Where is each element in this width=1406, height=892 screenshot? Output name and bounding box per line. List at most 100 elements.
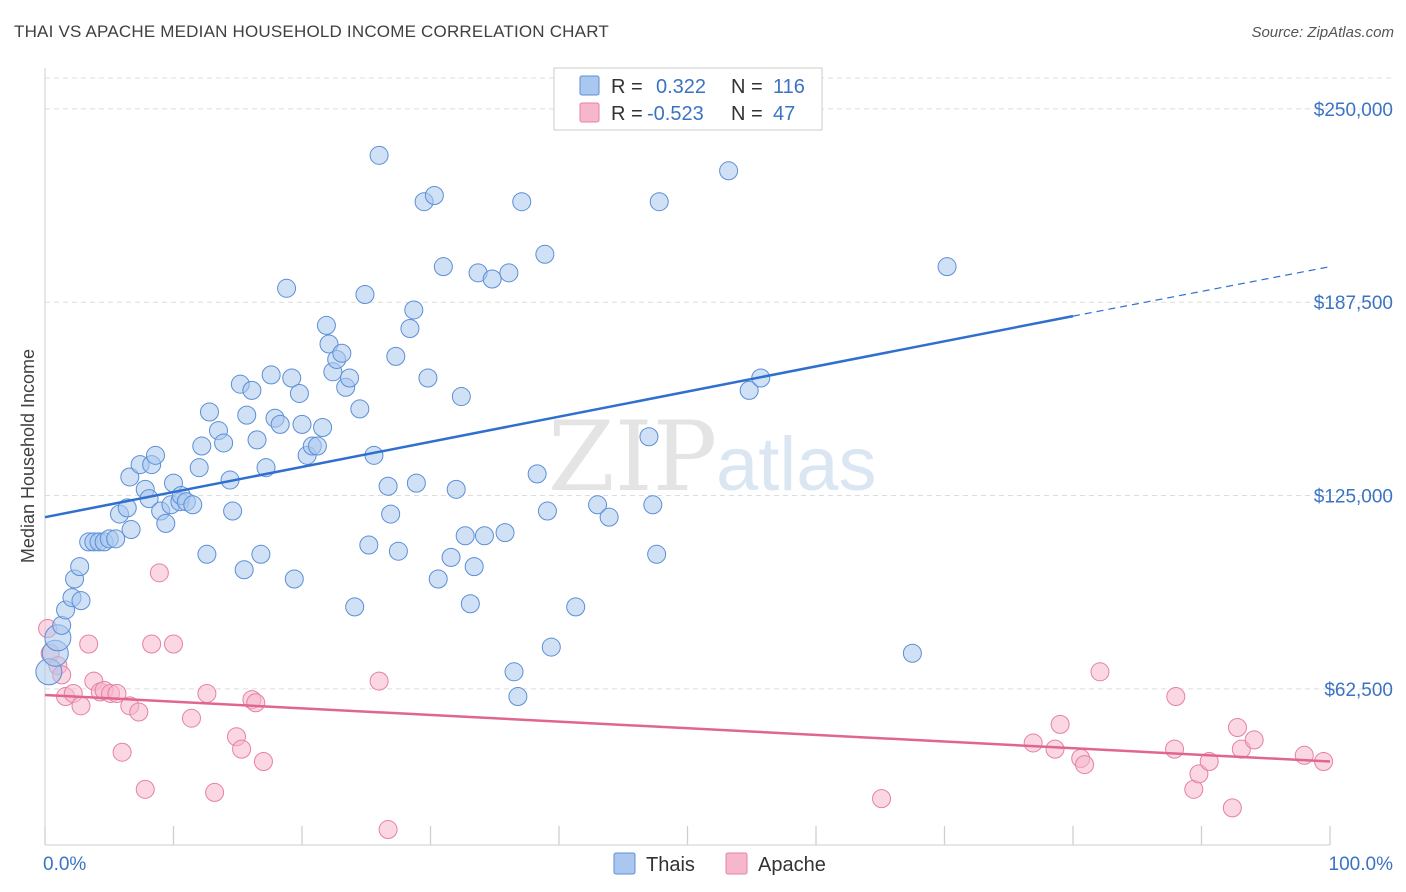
apache-point xyxy=(1075,755,1095,775)
thais-point xyxy=(120,467,140,487)
x-tick-end: 100.0% xyxy=(1329,854,1394,875)
thais-point xyxy=(451,387,471,407)
thais-point xyxy=(535,244,555,264)
thais-point xyxy=(192,436,212,456)
stats-legend-thais-swatch xyxy=(579,75,600,96)
apache-point xyxy=(253,751,273,771)
thais-point xyxy=(424,186,444,206)
thais-trend-line xyxy=(44,314,1074,519)
thais-point xyxy=(739,380,759,400)
thais-point xyxy=(270,414,290,434)
thais-point xyxy=(406,473,426,493)
thais-point xyxy=(643,495,663,515)
thais-point xyxy=(247,430,267,450)
apache-point xyxy=(1023,733,1043,753)
stats-n-value-apache: 47 xyxy=(773,103,795,125)
watermark-atlas: atlas xyxy=(716,422,877,507)
stats-r-value-thais: 0.322 xyxy=(656,76,706,98)
thais-points xyxy=(35,145,957,707)
watermark-zip: ZIP xyxy=(548,401,717,513)
apache-point xyxy=(142,634,162,654)
thais-point xyxy=(316,315,336,335)
apache-point xyxy=(79,634,99,654)
thais-point xyxy=(464,557,484,577)
thais-point xyxy=(400,319,420,339)
apache-point xyxy=(135,779,155,799)
thais-point xyxy=(292,414,312,434)
thais-point xyxy=(237,405,257,425)
stats-r-value-apache: -0.523 xyxy=(647,103,704,125)
thais-point xyxy=(313,417,333,437)
thais-point xyxy=(504,662,524,682)
thais-point xyxy=(381,504,401,524)
apache-point xyxy=(1166,687,1186,707)
thais-point xyxy=(284,569,304,589)
thais-point xyxy=(242,380,262,400)
thais-point xyxy=(332,343,352,363)
legend-thais-label: Thais xyxy=(646,854,695,876)
thais-point xyxy=(386,346,406,366)
stats-r-label-thais: R = xyxy=(611,76,643,98)
thais-point xyxy=(512,192,532,212)
thais-point xyxy=(495,523,515,543)
apache-point xyxy=(246,693,266,713)
y-tick-label: $250,000 xyxy=(1314,100,1393,121)
apache-point xyxy=(1222,798,1242,818)
apache-point xyxy=(205,782,225,802)
thais-point xyxy=(902,643,922,663)
thais-point xyxy=(541,637,561,657)
y-tick-label: $187,500 xyxy=(1314,293,1393,314)
thais-point xyxy=(378,476,398,496)
thais-point xyxy=(70,557,90,577)
thais-point xyxy=(719,161,739,181)
y-tick-label: $62,500 xyxy=(1324,680,1393,701)
legend-apache-swatch xyxy=(725,852,748,875)
trend-lines xyxy=(44,266,1331,763)
chart-title: THAI VS APACHE MEDIAN HOUSEHOLD INCOME C… xyxy=(14,22,609,41)
thais-point xyxy=(189,458,209,478)
thais-point xyxy=(428,569,448,589)
thais-point xyxy=(121,520,141,540)
apache-point xyxy=(112,742,132,762)
legend-apache-label: Apache xyxy=(758,854,826,876)
axes xyxy=(44,68,1331,846)
thais-point xyxy=(197,544,217,564)
thais-point xyxy=(355,284,375,304)
thais-point xyxy=(340,368,360,388)
apache-point xyxy=(71,696,91,716)
thais-point xyxy=(345,597,365,617)
thais-point xyxy=(474,526,494,546)
thais-point xyxy=(289,383,309,403)
thais-point xyxy=(251,544,271,564)
thais-point xyxy=(566,597,586,617)
thais-point xyxy=(441,547,461,567)
apache-point xyxy=(164,634,183,654)
apache-point xyxy=(872,789,892,809)
thais-point xyxy=(639,427,659,447)
thais-point xyxy=(146,445,166,465)
thais-point xyxy=(455,526,475,546)
apache-point xyxy=(1227,717,1247,737)
apache-point xyxy=(1050,714,1070,734)
apache-point xyxy=(378,820,398,840)
apache-point xyxy=(1244,730,1264,750)
apache-point xyxy=(129,702,149,722)
apache-trend-line xyxy=(44,693,1331,763)
apache-point xyxy=(1165,739,1185,759)
apache-point xyxy=(197,683,217,703)
thais-point xyxy=(282,368,302,388)
stats-n-label-thais: N = xyxy=(731,76,763,98)
apache-point xyxy=(1199,751,1219,771)
y-axis-label: Median Household Income xyxy=(18,349,38,563)
stats-legend-apache-swatch xyxy=(579,102,600,123)
watermark: ZIP atlas xyxy=(548,401,877,513)
thais-point xyxy=(319,334,339,354)
thais-point xyxy=(937,257,957,277)
thais-point xyxy=(234,560,254,580)
stats-n-label-apache: N = xyxy=(731,103,763,125)
apache-point xyxy=(149,563,169,583)
thais-point xyxy=(183,495,203,515)
thais-point xyxy=(199,402,219,422)
apache-points xyxy=(38,563,1334,840)
